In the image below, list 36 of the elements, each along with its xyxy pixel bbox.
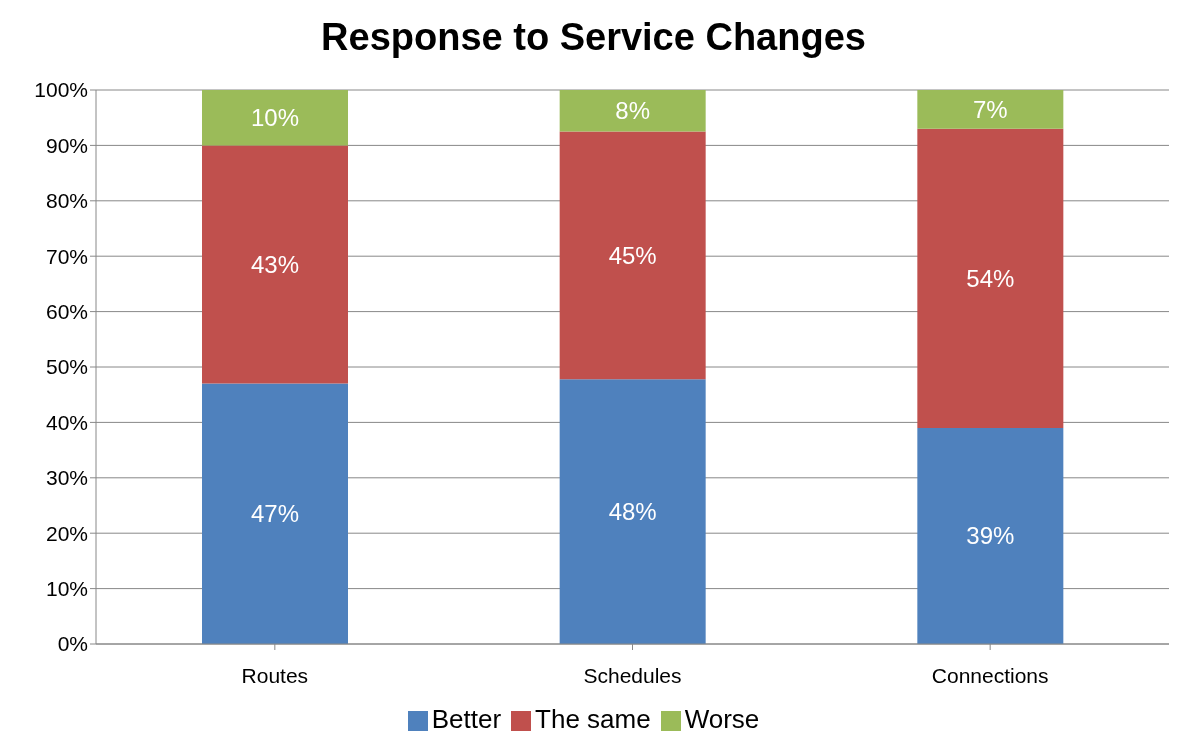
y-tick-label: 20% [45,521,88,545]
bar [202,383,348,644]
y-tick-label: 10% [45,577,88,601]
bar [559,131,706,380]
x-tick-label: Schedules [583,663,682,687]
data-label: 10% [250,104,300,132]
legend-label: Worse [684,704,760,734]
y-tick-label: 60% [45,300,88,324]
data-label: 43% [250,251,300,279]
y-tick-label: 70% [45,244,88,268]
y-tick-label: 100% [34,78,88,102]
y-tick-label: 0% [57,632,88,656]
chart-title: Response to Service Changes [320,15,867,60]
y-tick-label: 40% [45,410,88,434]
x-tick-label: Routes [241,663,309,687]
bar [202,90,348,146]
y-tick-label: 50% [45,355,88,379]
bar [559,90,706,132]
data-label: 45% [608,241,657,269]
data-label: 8% [615,97,651,125]
legend-label: Better [431,704,502,734]
data-label: 48% [608,498,657,526]
x-tick-label: Connections [931,663,1049,687]
bar [202,145,348,384]
data-label: 7% [972,95,1008,123]
y-tick-label: 80% [45,189,88,213]
y-tick-label: 30% [45,466,88,490]
data-label: 47% [250,500,300,528]
bar [559,379,706,644]
bar [917,90,1064,129]
legend-label: The same [535,704,651,734]
y-tick-label: 90% [45,133,88,157]
bar [917,427,1064,644]
bar [917,128,1064,428]
data-label: 54% [966,264,1015,292]
data-label: 39% [966,522,1015,550]
